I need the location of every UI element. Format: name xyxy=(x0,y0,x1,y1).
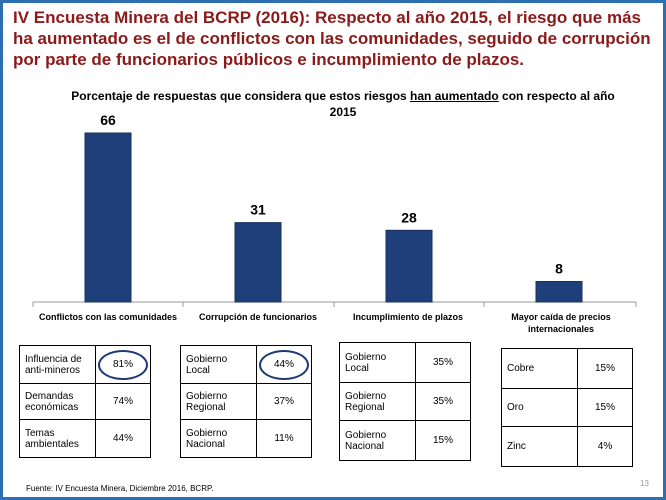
chart-title-part2: con respecto al año 2015 xyxy=(329,89,615,119)
table-row: Zinc 4% xyxy=(501,426,633,467)
bar-1 xyxy=(234,222,282,303)
table-cell-value: 81% xyxy=(95,345,151,384)
table-cell-value: 44% xyxy=(256,345,312,384)
bar-2 xyxy=(385,229,433,303)
data-label-2: 28 xyxy=(401,209,417,225)
category-label-0: Conflictos con las comunidades xyxy=(38,312,178,322)
table-cell-label: Zinc xyxy=(501,426,578,467)
page-number: 13 xyxy=(640,479,649,488)
table-row: Oro 15% xyxy=(501,388,633,427)
category-label-3: Mayor caída de precios internacionales xyxy=(511,312,611,334)
category-label-1: Corrupción de funcionarios xyxy=(198,312,317,322)
bar-3 xyxy=(535,281,583,303)
sub-table-2: Gobierno Local 35% Gobierno Regional 35%… xyxy=(339,342,471,461)
table-cell-value: 74% xyxy=(95,383,151,420)
highlight-circle xyxy=(98,350,148,380)
table-row: Temas ambientales 44% xyxy=(19,419,151,458)
chart-title-underlined: han aumentado xyxy=(410,89,499,103)
table-cell-label: Gobierno Local xyxy=(339,342,416,383)
table-row: Demandas económicas 74% xyxy=(19,383,151,420)
data-label-1: 31 xyxy=(250,202,266,218)
table-cell-value: 37% xyxy=(256,383,312,420)
table-cell-label: Oro xyxy=(501,388,578,427)
table-cell-label: Gobierno Local xyxy=(180,345,257,384)
source-note: Fuente: IV Encuesta Minera, Diciembre 20… xyxy=(26,484,214,493)
table-row: Gobierno Nacional 11% xyxy=(180,419,312,458)
table-cell-value: 4% xyxy=(577,426,633,467)
table-cell-label: Cobre xyxy=(501,348,578,389)
table-row: Gobierno Local 44% xyxy=(180,345,312,384)
table-cell-value: 15% xyxy=(577,388,633,427)
highlight-circle xyxy=(259,350,309,380)
table-cell-label: Influencia de anti-mineros xyxy=(19,345,96,384)
slide-title: IV Encuesta Minera del BCRP (2016): Resp… xyxy=(13,8,651,69)
table-cell-label: Gobierno Nacional xyxy=(339,420,416,461)
table-cell-value: 44% xyxy=(95,419,151,458)
data-label-0: 66 xyxy=(100,112,116,128)
table-cell-label: Gobierno Regional xyxy=(180,383,257,420)
table-row: Gobierno Regional 35% xyxy=(339,382,471,421)
table-cell-value: 11% xyxy=(256,419,312,458)
table-row: Gobierno Regional 37% xyxy=(180,383,312,420)
sub-table-3: Cobre 15% Oro 15% Zinc 4% xyxy=(501,348,633,467)
table-cell-label: Gobierno Nacional xyxy=(180,419,257,458)
data-label-3: 8 xyxy=(555,261,563,277)
table-row: Cobre 15% xyxy=(501,348,633,389)
chart-title: Porcentaje de respuestas que considera q… xyxy=(63,88,623,120)
table-row: Gobierno Local 35% xyxy=(339,342,471,383)
table-cell-value: 35% xyxy=(415,382,471,421)
category-label-2: Incumplimiento de plazos xyxy=(352,312,463,322)
chart-title-part1: Porcentaje de respuestas que considera q… xyxy=(71,89,411,103)
table-cell-value: 15% xyxy=(577,348,633,389)
table-cell-label: Temas ambientales xyxy=(19,419,96,458)
table-row: Gobierno Nacional 15% xyxy=(339,420,471,461)
bar-0 xyxy=(84,132,132,303)
sub-table-1: Gobierno Local 44% Gobierno Regional 37%… xyxy=(180,345,312,458)
sub-table-0: Influencia de anti-mineros 81% Demandas … xyxy=(19,345,151,458)
table-cell-value: 35% xyxy=(415,342,471,383)
table-cell-label: Demandas económicas xyxy=(19,383,96,420)
table-cell-value: 15% xyxy=(415,420,471,461)
table-cell-label: Gobierno Regional xyxy=(339,382,416,421)
table-row: Influencia de anti-mineros 81% xyxy=(19,345,151,384)
